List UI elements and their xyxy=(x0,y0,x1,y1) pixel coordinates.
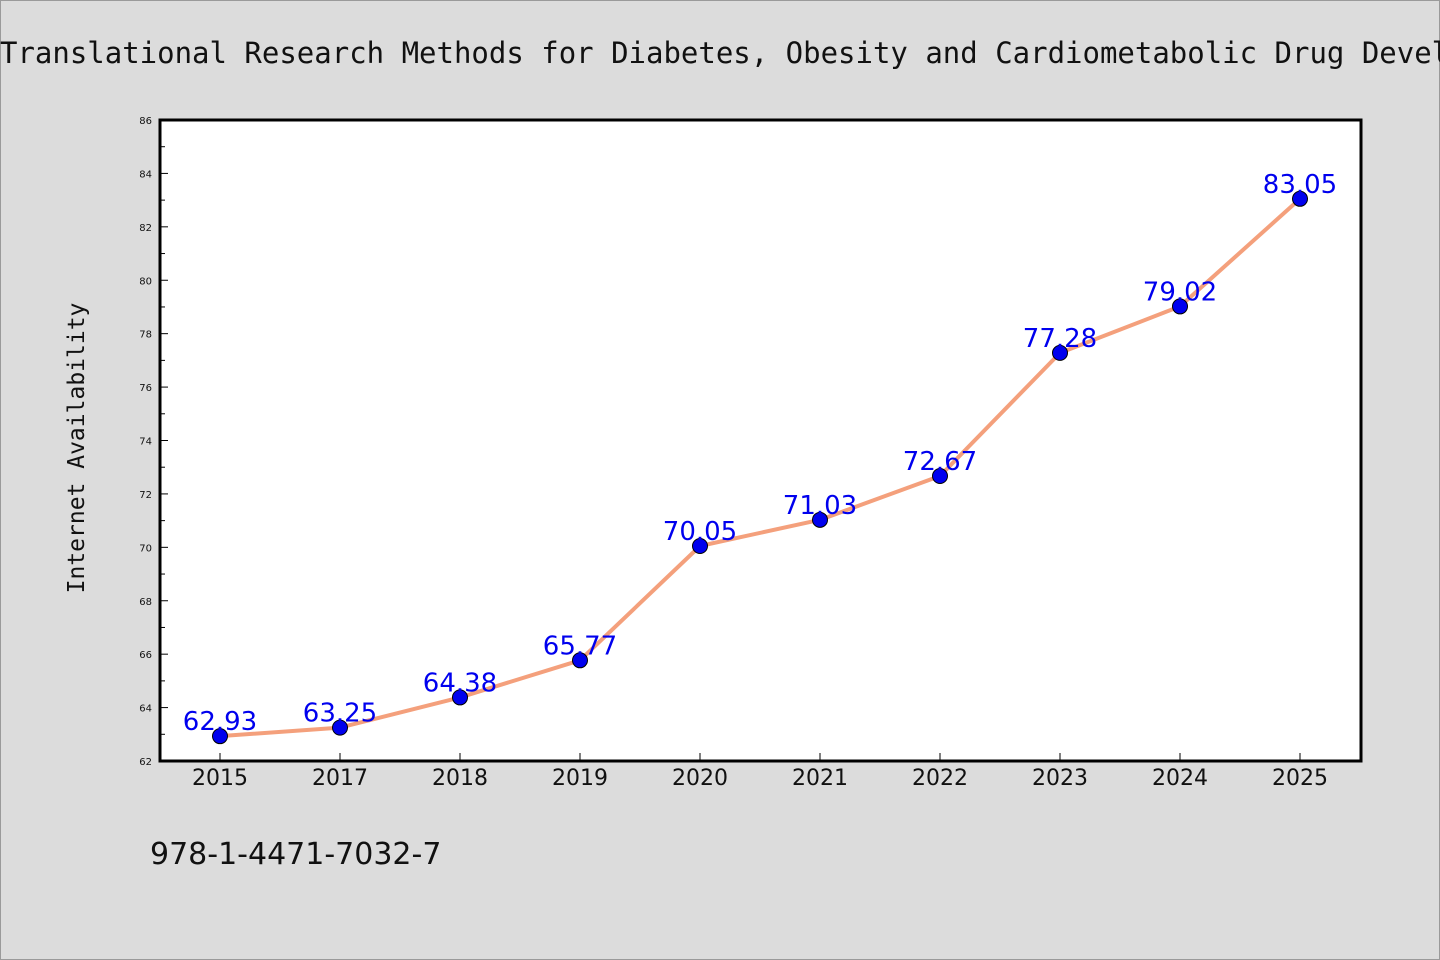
y-tick-label: 70 xyxy=(139,543,152,554)
x-tick-label: 2024 xyxy=(1152,766,1208,791)
y-tick-label: 82 xyxy=(139,223,152,234)
x-tick-label: 2022 xyxy=(912,766,968,791)
data-point xyxy=(572,652,588,669)
data-point xyxy=(332,719,348,736)
y-tick-label: 72 xyxy=(139,490,152,501)
x-axis: 2015 2017 2018 2019 2020 2021 2022 2023 2024 2025 xyxy=(192,753,1328,791)
plot-area xyxy=(158,118,1363,763)
data-point xyxy=(452,689,468,706)
data-label: 71.03 xyxy=(783,491,857,521)
data-label: 83.05 xyxy=(1263,170,1337,200)
y-tick-label: 66 xyxy=(139,650,152,661)
x-tick-label: 2021 xyxy=(792,766,848,791)
series-internet-availability: 62.93 63.25 64.38 65.77 70.05 71.03 72.67 77.28… xyxy=(183,170,1337,745)
x-tick-label: 2019 xyxy=(552,766,608,791)
y-tick-label: 64 xyxy=(139,704,152,715)
x-tick-label: 2017 xyxy=(312,766,368,791)
y-tick-label: 68 xyxy=(139,597,152,608)
y-tick-label: 62 xyxy=(139,757,152,768)
x-tick-label: 2025 xyxy=(1272,766,1328,791)
y-tick-label: 84 xyxy=(139,169,152,180)
data-point xyxy=(212,728,228,745)
y-axis: 62 64 66 68 70 72 74 76 78 80 82 84 86 xyxy=(139,116,168,768)
data-label: 63.25 xyxy=(303,699,377,729)
data-label: 64.38 xyxy=(423,668,497,698)
chart-title: Translational Research Methods for Diabe… xyxy=(0,36,1440,70)
x-tick-label: 2015 xyxy=(192,766,248,791)
data-point xyxy=(932,468,948,485)
data-point xyxy=(812,511,828,528)
x-tick-label: 2020 xyxy=(672,766,728,791)
y-tick-label: 74 xyxy=(139,437,152,448)
y-tick-label: 78 xyxy=(139,330,152,341)
data-point xyxy=(1292,190,1308,207)
data-label: 72.67 xyxy=(903,447,977,477)
data-label: 65.77 xyxy=(543,631,617,661)
x-tick-label: 2018 xyxy=(432,766,488,791)
series-line xyxy=(218,196,1302,739)
y-tick-label: 76 xyxy=(139,383,152,394)
data-label: 62.93 xyxy=(183,707,257,737)
isbn-footer: 978-1-4471-7032-7 xyxy=(150,837,441,872)
data-label: 79.02 xyxy=(1143,277,1217,307)
data-label: 70.05 xyxy=(663,517,737,547)
data-point xyxy=(692,537,708,554)
y-tick-label: 80 xyxy=(139,276,152,287)
y-axis-label: Internet Availability xyxy=(64,303,90,594)
data-point xyxy=(1172,298,1188,315)
data-point xyxy=(1052,344,1068,361)
y-tick-label: 86 xyxy=(139,116,152,127)
data-label: 77.28 xyxy=(1023,324,1097,354)
x-tick-label: 2023 xyxy=(1032,766,1088,791)
